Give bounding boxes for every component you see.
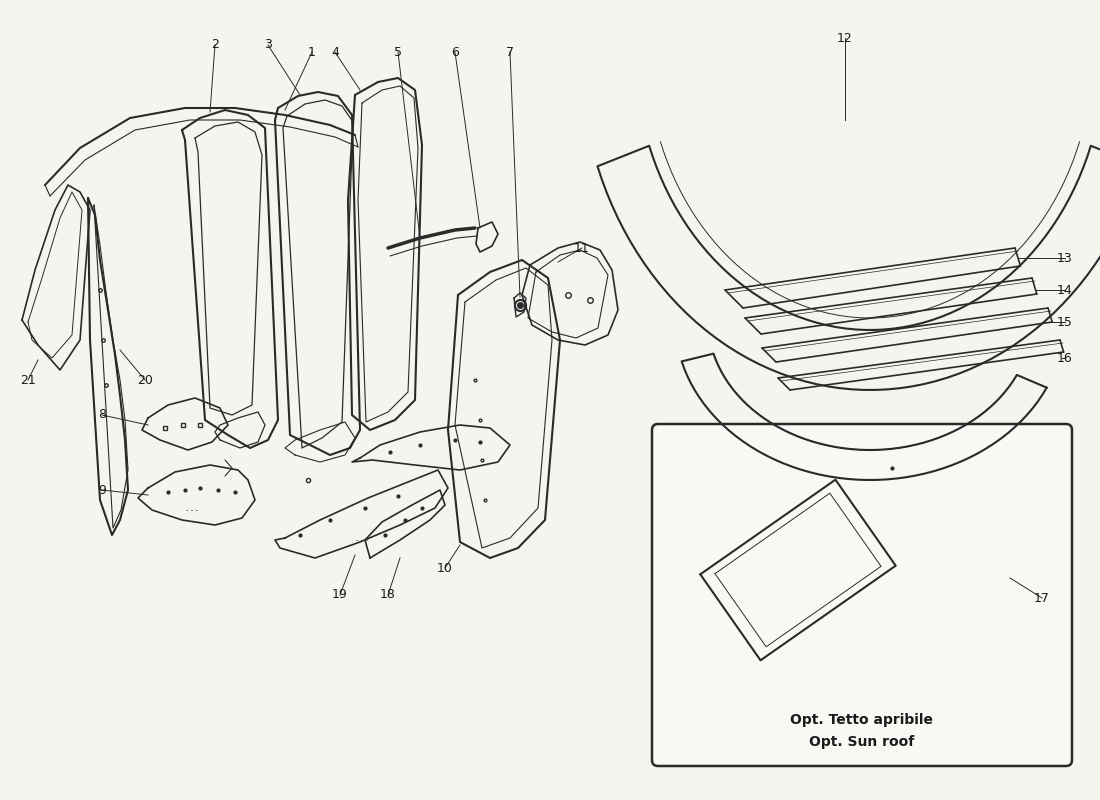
- Text: 12: 12: [837, 31, 852, 45]
- Text: 20: 20: [138, 374, 153, 386]
- Text: Opt. Tetto apribile: Opt. Tetto apribile: [791, 713, 934, 727]
- Text: 6: 6: [451, 46, 459, 58]
- Text: 4: 4: [331, 46, 339, 58]
- Text: 2: 2: [211, 38, 219, 51]
- Text: - - -: - - -: [186, 507, 198, 513]
- Text: 18: 18: [381, 589, 396, 602]
- Text: 8: 8: [98, 409, 106, 422]
- Text: 7: 7: [506, 46, 514, 58]
- Text: - - -: - - -: [356, 537, 369, 543]
- Text: 19: 19: [332, 589, 348, 602]
- Text: Opt. Sun roof: Opt. Sun roof: [810, 735, 914, 749]
- Text: 16: 16: [1057, 351, 1072, 365]
- Text: 15: 15: [1057, 315, 1072, 329]
- Text: 10: 10: [437, 562, 453, 574]
- FancyBboxPatch shape: [652, 424, 1072, 766]
- Text: 9: 9: [98, 483, 106, 497]
- Text: 17: 17: [1034, 591, 1049, 605]
- Text: 14: 14: [1057, 283, 1072, 297]
- Text: 21: 21: [20, 374, 36, 386]
- Text: 13: 13: [1057, 251, 1072, 265]
- Text: 11: 11: [574, 242, 590, 254]
- Text: 3: 3: [264, 38, 272, 51]
- Text: 5: 5: [394, 46, 402, 58]
- Text: 1: 1: [308, 46, 316, 58]
